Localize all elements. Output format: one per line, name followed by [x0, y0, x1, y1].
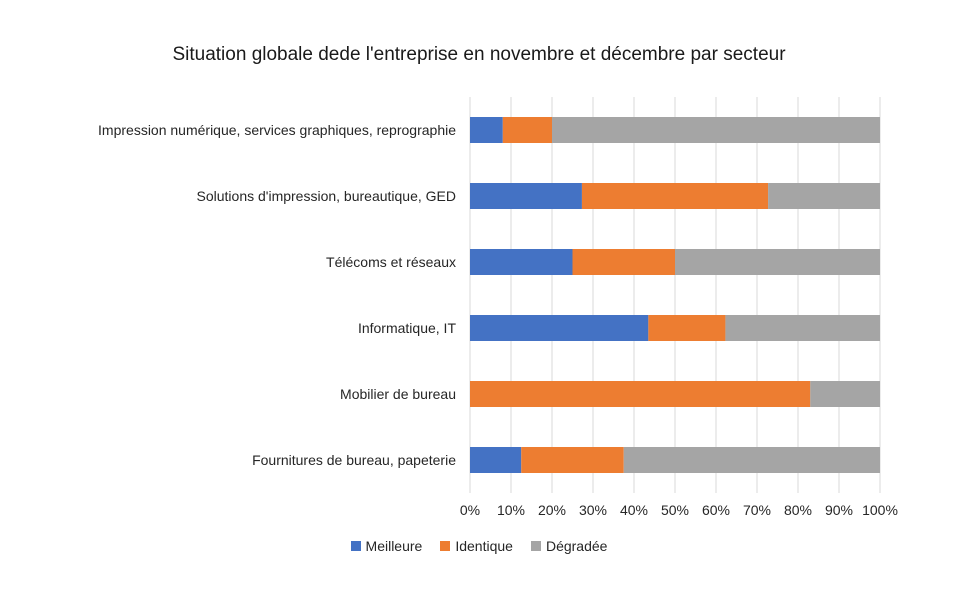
category-label: Solutions d'impression, bureautique, GED — [197, 188, 456, 204]
x-tick-label: 100% — [862, 502, 898, 518]
bar-identique-2 — [572, 249, 675, 275]
legend-label-degradee: Dégradée — [545, 538, 608, 554]
bar-degradee-3 — [725, 315, 880, 341]
x-tick-label: 50% — [661, 502, 689, 518]
x-tick-label: 90% — [825, 502, 853, 518]
legend-item-degradee: Dégradée — [530, 538, 608, 554]
bar-identique-1 — [581, 183, 769, 209]
x-tick-label: 60% — [702, 502, 730, 518]
bar-meilleure-1 — [470, 183, 582, 209]
chart-title: Situation globale dede l'entreprise en n… — [172, 44, 786, 65]
bar-degradee-2 — [675, 249, 880, 275]
x-tick-label: 30% — [579, 502, 607, 518]
legend-swatch-meilleure — [350, 541, 361, 551]
bar-identique-4 — [470, 381, 811, 407]
x-tick-label: 0% — [460, 502, 480, 518]
x-tick-label: 70% — [743, 502, 771, 518]
legend-label-identique: Identique — [455, 538, 513, 554]
category-label: Informatique, IT — [358, 320, 456, 336]
x-tick-label: 40% — [620, 502, 648, 518]
legend-swatch-identique — [440, 541, 451, 551]
category-label: Fournitures de bureau, papeterie — [252, 452, 456, 468]
category-label: Télécoms et réseaux — [326, 254, 456, 270]
bar-meilleure-3 — [470, 315, 649, 341]
legend-item-identique: Identique — [440, 538, 513, 554]
category-label: Mobilier de bureau — [340, 386, 456, 402]
chart-legend: Meilleure Identique Dégradée — [0, 538, 958, 554]
bar-identique-0 — [502, 117, 552, 143]
legend-item-meilleure: Meilleure — [350, 538, 423, 554]
bar-meilleure-2 — [470, 249, 573, 275]
legend-label-meilleure: Meilleure — [365, 538, 423, 554]
category-label: Impression numérique, services graphique… — [98, 122, 456, 138]
bar-degradee-5 — [623, 447, 880, 473]
legend-swatch-degradee — [530, 541, 541, 551]
x-tick-label: 80% — [784, 502, 812, 518]
bar-identique-5 — [521, 447, 624, 473]
bar-meilleure-0 — [470, 117, 503, 143]
bar-meilleure-5 — [470, 447, 522, 473]
x-tick-label: 10% — [497, 502, 525, 518]
x-tick-label: 20% — [538, 502, 566, 518]
bar-degradee-0 — [552, 117, 880, 143]
bar-identique-3 — [648, 315, 726, 341]
bar-degradee-4 — [810, 381, 880, 407]
bar-degradee-1 — [768, 183, 880, 209]
